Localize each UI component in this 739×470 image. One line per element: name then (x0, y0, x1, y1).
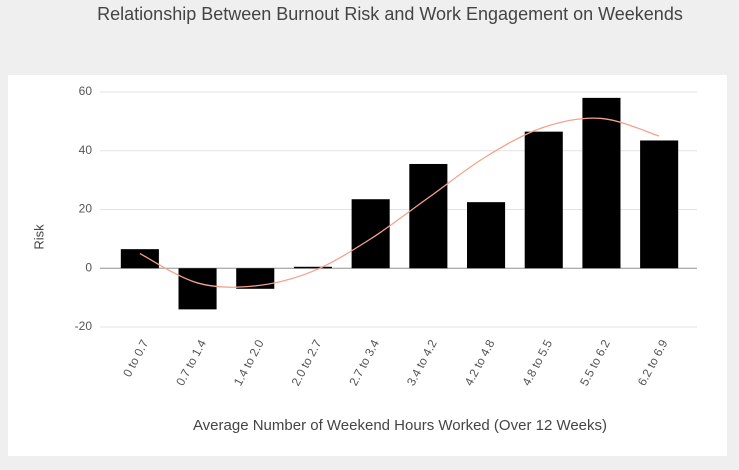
y-tick-label: -20 (75, 319, 93, 333)
bar (293, 266, 332, 269)
y-tick-label: 0 (85, 260, 92, 274)
bar (409, 163, 448, 269)
bar (640, 140, 679, 269)
y-tick-label: 60 (79, 84, 93, 98)
bar (178, 268, 217, 310)
bar (120, 249, 159, 269)
chart-title: Relationship Between Burnout Risk and Wo… (97, 4, 683, 24)
trendline (139, 117, 660, 288)
bar (582, 97, 621, 269)
bar (467, 202, 506, 269)
bar (351, 199, 390, 269)
y-tick-label: 40 (79, 143, 93, 157)
y-axis-title: Risk (31, 224, 46, 250)
y-tick-label: 20 (79, 202, 93, 216)
x-axis-title: Average Number of Weekend Hours Worked (… (193, 417, 607, 434)
bar (524, 131, 563, 269)
bar (236, 268, 275, 289)
